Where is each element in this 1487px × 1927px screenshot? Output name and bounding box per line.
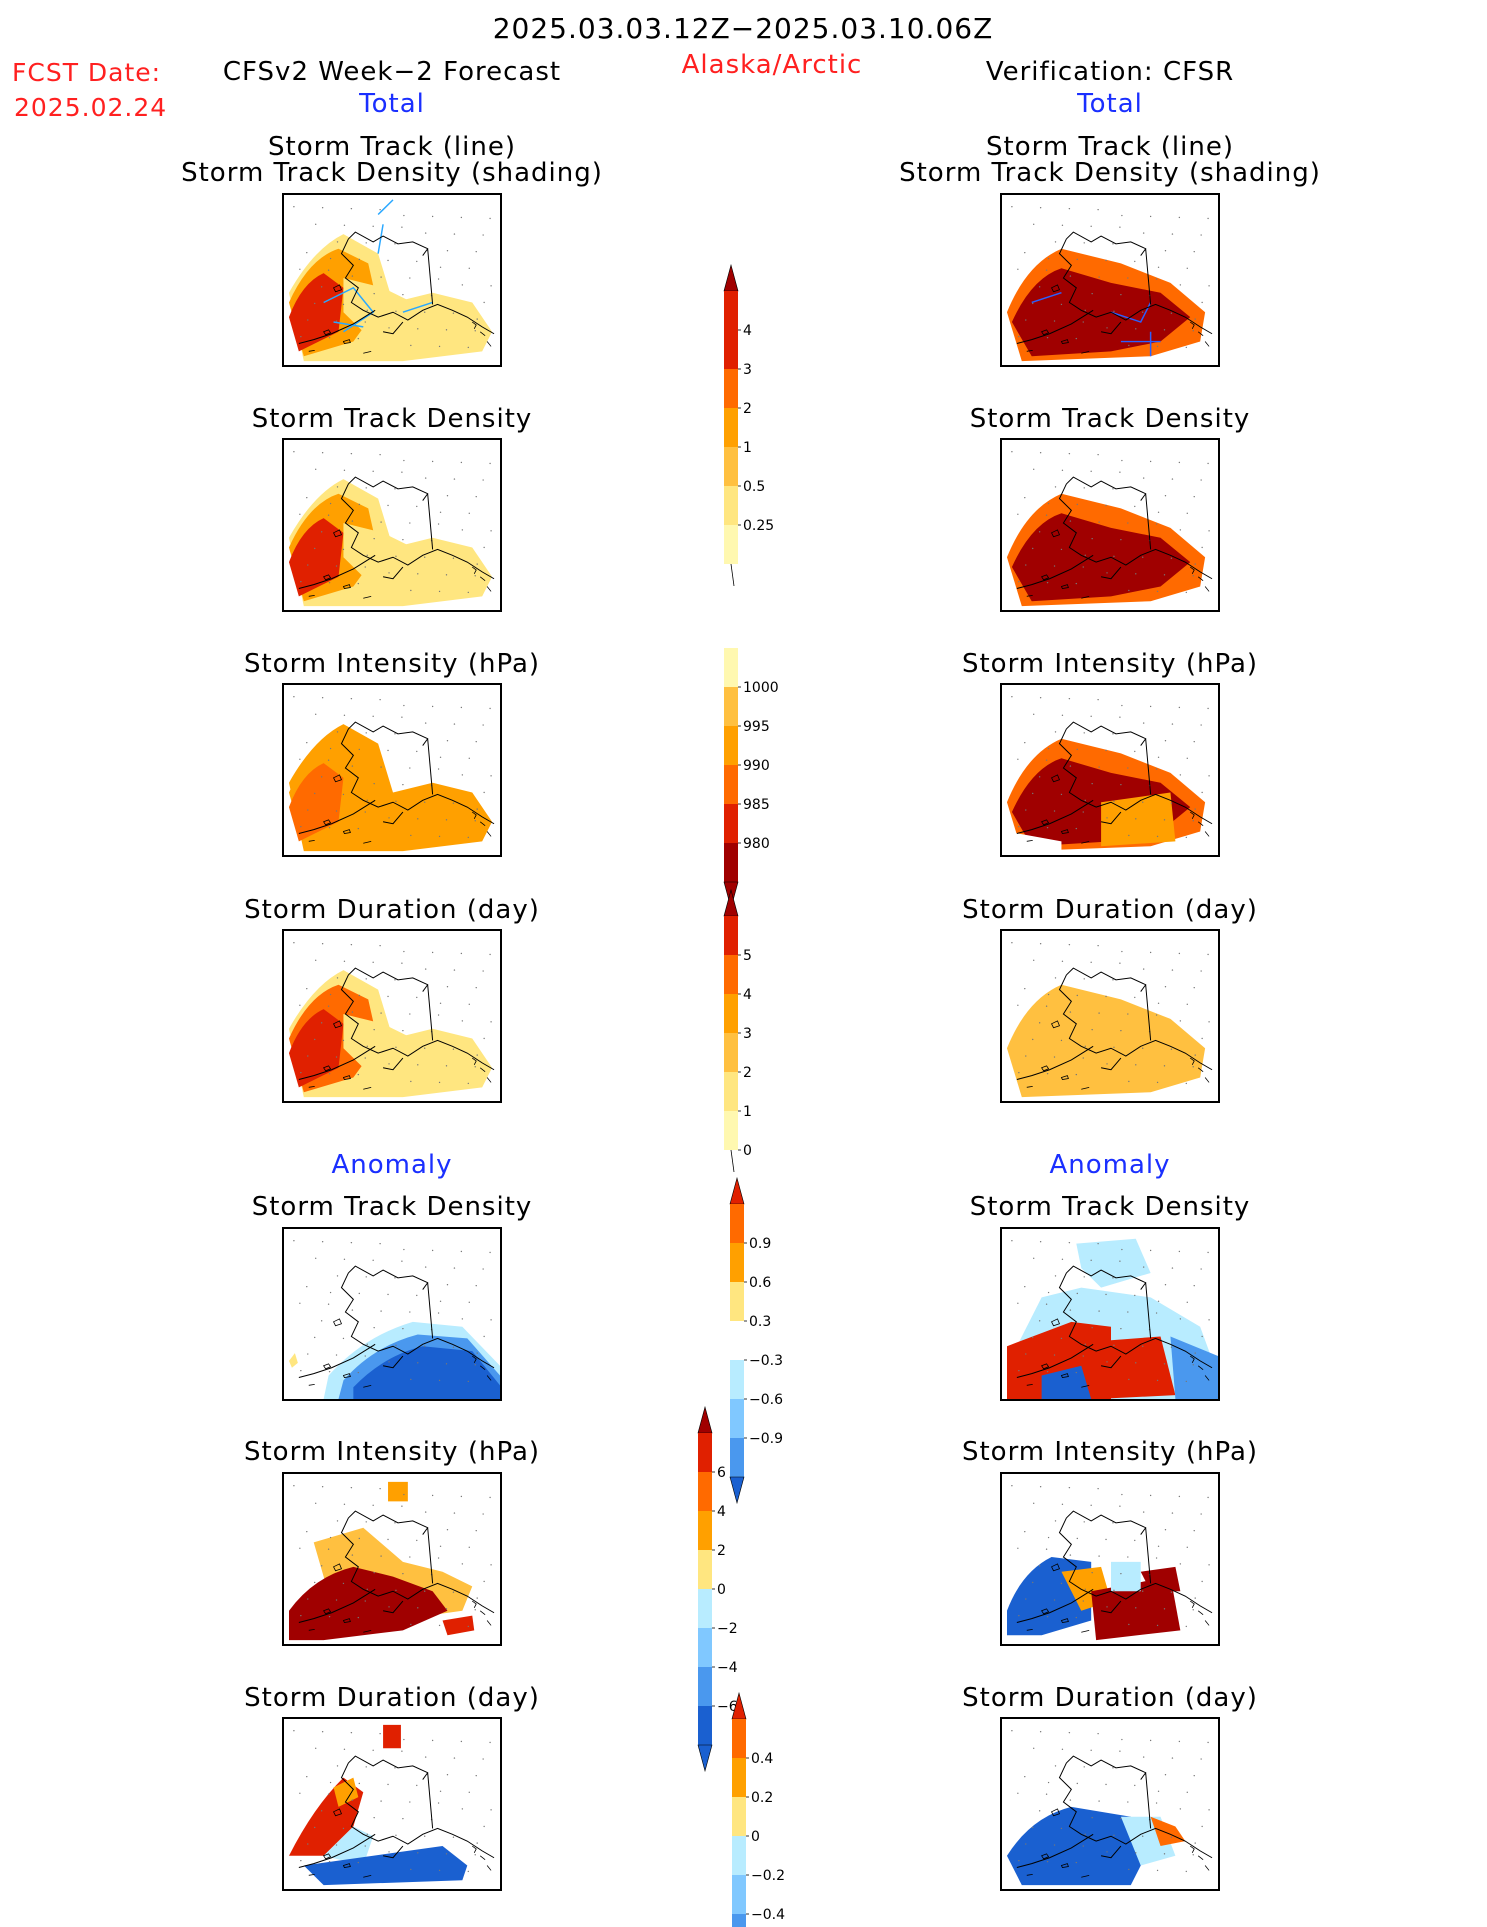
colorbar-tick-label: 0.5	[743, 479, 765, 495]
title-duration-right: Storm Duration (day)	[962, 895, 1258, 925]
colorbar-tick-label: 5	[743, 948, 752, 964]
anomaly-label-right: Anomaly	[1049, 1150, 1171, 1180]
colorbar-tick-label: 0	[743, 1143, 752, 1159]
title-density-right: Storm Track Density	[969, 404, 1251, 434]
colorbar-tick-label: 4	[717, 1504, 726, 1520]
colorbar-duration-anomaly: 0.4 0.2 0 −0.2 −0.4	[731, 1691, 792, 1927]
colorbar-tick-label: 0.9	[749, 1236, 771, 1252]
colorbar-tick-label: 6	[717, 1465, 726, 1481]
colorbar-tick-label: 0.6	[749, 1275, 771, 1291]
colorbar-tick-label: 4	[743, 987, 752, 1003]
title-duration-left: Storm Duration (day)	[244, 895, 540, 925]
title-intensity-left: Storm Intensity (hPa)	[243, 649, 541, 679]
colorbar-tick-label: 0.4	[751, 1751, 773, 1767]
title-anom-duration-left: Storm Duration (day)	[244, 1683, 540, 1713]
total-label-left: Total	[359, 89, 425, 119]
colorbar-tick-label: 3	[743, 1026, 752, 1042]
period-title: 2025.03.03.12Z−2025.03.10.06Z	[492, 12, 994, 45]
map-obs-duration-total	[1000, 929, 1220, 1103]
colorbar-tick-label: −2	[717, 1621, 738, 1637]
colorbar-tick-label: 0.2	[751, 1790, 773, 1806]
title-track-line-right: Storm Track (line)	[986, 132, 1234, 162]
map-obs-intensity-total	[1000, 683, 1220, 857]
colorbar-tick-label: 3	[743, 362, 752, 378]
map-obs-track-total	[1000, 193, 1220, 367]
colorbar-tick-label: 985	[743, 797, 770, 813]
colorbar-tick-label: 2	[743, 401, 752, 417]
map-fcst-track-total	[282, 193, 502, 367]
colorbar-tick-label: 990	[743, 758, 770, 774]
title-density-left: Storm Track Density	[251, 404, 533, 434]
colorbar-tick-label: 2	[717, 1543, 726, 1559]
anomaly-label-left: Anomaly	[331, 1150, 453, 1180]
colorbar-tick-label: 0	[717, 1582, 726, 1598]
colorbar-tick-label: 4	[743, 323, 752, 339]
colorbar-tick-label: −4	[717, 1660, 738, 1676]
fcst-date-value: 2025.02.24	[14, 93, 168, 122]
map-fcst-intensity-total	[282, 683, 502, 857]
fcst-date-label: FCST Date:	[12, 58, 162, 87]
map-obs-density-total	[1000, 438, 1220, 612]
title-intensity-right: Storm Intensity (hPa)	[961, 649, 1259, 679]
region-title: Alaska/Arctic	[681, 50, 863, 80]
title-anom-density-left: Storm Track Density	[251, 1192, 533, 1222]
title-anom-density-right: Storm Track Density	[969, 1192, 1251, 1222]
colorbar-intensity-anomaly: 6 4 2 0 −2 −4 −6	[697, 1405, 758, 1773]
colorbar-tick-label: 1	[743, 1104, 752, 1120]
colorbar-intensity-total: 1000 995 990 985 980	[723, 647, 784, 910]
map-fcst-density-anomaly	[282, 1227, 502, 1401]
colorbar-tick-label: −6	[717, 1699, 738, 1715]
map-obs-density-anomaly	[1000, 1227, 1220, 1401]
colorbar-tick-label: −0.6	[749, 1392, 783, 1408]
map-fcst-intensity-anomaly	[282, 1472, 502, 1646]
verification-title: Verification: CFSR	[985, 57, 1235, 87]
colorbar-tick-label: −0.9	[749, 1431, 783, 1447]
title-anom-duration-right: Storm Duration (day)	[962, 1683, 1258, 1713]
map-obs-duration-anomaly	[1000, 1717, 1220, 1891]
title-track-shading-right: Storm Track Density (shading)	[899, 158, 1321, 188]
map-fcst-density-total	[282, 438, 502, 612]
total-label-right: Total	[1077, 89, 1143, 119]
map-obs-intensity-anomaly	[1000, 1472, 1220, 1646]
colorbar-tick-label: 0	[751, 1829, 760, 1845]
colorbar-tick-label: 1000	[743, 680, 779, 696]
title-anom-intensity-left: Storm Intensity (hPa)	[243, 1437, 541, 1467]
title-track-shading-left: Storm Track Density (shading)	[181, 158, 603, 188]
colorbar-tick-label: 2	[743, 1065, 752, 1081]
title-track-line-left: Storm Track (line)	[268, 132, 516, 162]
colorbar-tick-label: 0.3	[749, 1314, 771, 1330]
colorbar-tick-label: 0.25	[743, 518, 774, 534]
colorbar-tick-label: −0.2	[751, 1868, 785, 1884]
map-fcst-duration-total	[282, 929, 502, 1103]
map-fcst-duration-anomaly	[282, 1717, 502, 1891]
colorbar-tick-label: 995	[743, 719, 770, 735]
colorbar-tick-label: 980	[743, 836, 770, 852]
colorbar-density-total: 4 3 2 1 0.5 0.25	[723, 263, 784, 587]
title-anom-intensity-right: Storm Intensity (hPa)	[961, 1437, 1259, 1467]
colorbar-tick-label: 1	[743, 440, 752, 456]
colorbar-duration-total: 5 4 3 2 1 0	[723, 888, 784, 1174]
colorbar-density-anomaly: 0.9 0.6 0.3 −0.3 −0.6 −0.9	[729, 1176, 790, 1505]
colorbar-tick-label: −0.4	[751, 1907, 785, 1923]
colorbar-tick-label: −0.3	[749, 1353, 783, 1369]
forecast-title: CFSv2 Week−2 Forecast	[222, 57, 562, 87]
